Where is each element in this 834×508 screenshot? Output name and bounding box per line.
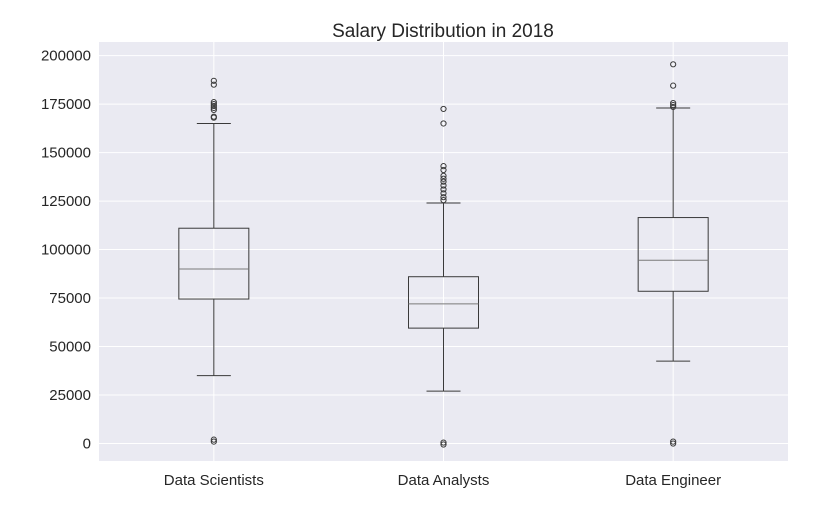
iqr-box bbox=[637, 217, 709, 292]
outlier-point bbox=[210, 438, 217, 445]
outlier-point bbox=[210, 106, 217, 113]
y-tick-label: 25000 bbox=[49, 387, 91, 404]
outlier-point bbox=[210, 114, 217, 121]
outlier-point bbox=[440, 163, 447, 170]
outlier-point bbox=[210, 436, 217, 443]
outlier-point bbox=[670, 101, 677, 109]
outlier-point bbox=[440, 172, 447, 179]
x-axis-ticks: Data Scientists Data Analysts Data Enginee… bbox=[164, 472, 721, 489]
outlier-point bbox=[210, 81, 217, 88]
outlier-point bbox=[440, 120, 447, 127]
outlier-point bbox=[440, 441, 447, 448]
outlier-point bbox=[670, 103, 677, 111]
outlier-point bbox=[670, 438, 677, 445]
iqr-box bbox=[178, 227, 250, 300]
outlier-point bbox=[440, 182, 447, 189]
outlier-point bbox=[440, 194, 447, 201]
outlier-point bbox=[670, 61, 677, 68]
x-tick-label: Data Engineer bbox=[625, 472, 721, 489]
outlier-point bbox=[440, 105, 447, 113]
outlier-point bbox=[440, 186, 447, 193]
outlier-point bbox=[440, 178, 447, 185]
x-tick-label: Data Scientists bbox=[164, 472, 264, 489]
y-tick-label: 100000 bbox=[41, 242, 91, 259]
iqr-box bbox=[408, 276, 479, 329]
outlier-point bbox=[440, 190, 447, 197]
y-tick-label: 0 bbox=[83, 436, 91, 453]
y-tick-label: 125000 bbox=[41, 193, 91, 210]
outlier-point bbox=[440, 196, 447, 204]
outlier-point bbox=[210, 77, 217, 84]
y-tick-label: 150000 bbox=[41, 145, 91, 162]
y-tick-label: 200000 bbox=[41, 48, 91, 65]
y-tick-label: 175000 bbox=[41, 96, 91, 113]
y-axis-ticks: 0 25000 50000 75000 100000 125000 150000 175000… bbox=[41, 48, 91, 453]
box-group bbox=[408, 105, 479, 448]
outlier-point bbox=[210, 104, 217, 112]
outlier-point bbox=[670, 82, 677, 89]
y-tick-label: 50000 bbox=[49, 339, 91, 356]
y-tick-label: 75000 bbox=[49, 290, 91, 307]
box-series bbox=[178, 61, 709, 448]
chart-title: Salary Distribution in 2018 bbox=[332, 21, 554, 42]
box-group bbox=[637, 61, 709, 447]
x-tick-label: Data Analysts bbox=[398, 472, 490, 489]
outlier-point bbox=[440, 166, 447, 174]
outlier-point bbox=[440, 175, 447, 182]
outlier-point bbox=[210, 99, 217, 106]
outlier-point bbox=[210, 100, 217, 108]
outlier-point bbox=[440, 439, 447, 446]
outlier-point bbox=[670, 100, 677, 107]
outlier-point bbox=[210, 102, 217, 110]
box-group bbox=[178, 77, 250, 445]
outlier-point bbox=[670, 440, 677, 447]
